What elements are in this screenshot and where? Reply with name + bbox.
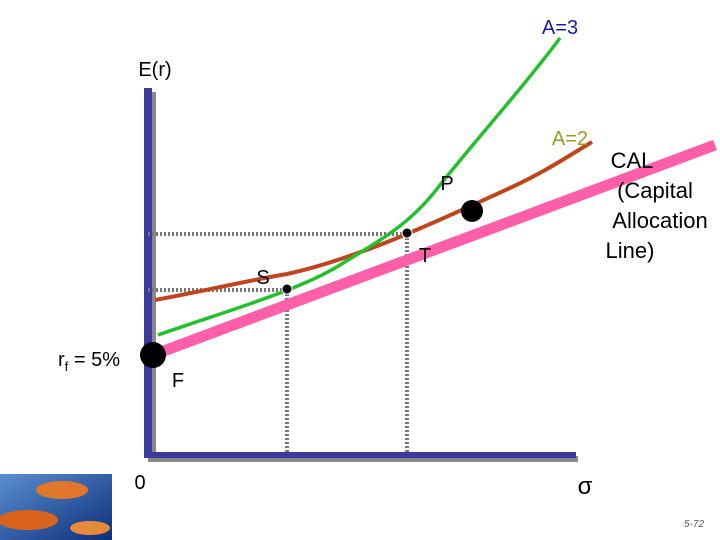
indifference-curve-a2 — [154, 140, 594, 302]
indifference-curve-a3 — [157, 36, 562, 337]
cal-label: CAL (Capital Allocation Line) — [606, 148, 708, 263]
point-t — [401, 227, 413, 239]
origin-label: 0 — [134, 472, 145, 494]
label-s: S — [256, 267, 269, 289]
axis-shadow — [148, 456, 578, 462]
label-a2: A=2 — [552, 128, 588, 150]
label-a3: A=3 — [542, 17, 578, 39]
label-f: F — [172, 370, 184, 392]
label-rf: rf = 5% — [58, 349, 120, 374]
rf-base: r — [58, 349, 65, 371]
cal-text: CAL — [611, 148, 654, 173]
guide-lines — [148, 232, 409, 454]
cal-line — [151, 139, 717, 361]
point-s — [281, 283, 293, 295]
page-number: 5-72 — [684, 519, 704, 530]
point-p — [461, 200, 483, 222]
y-axis — [144, 88, 152, 458]
cal-text: Line) — [606, 238, 655, 263]
x-axis-label: σ — [578, 473, 593, 500]
x-axis — [144, 452, 576, 458]
cal-text: (Capital — [617, 178, 693, 203]
y-axis-label: E(r) — [138, 59, 171, 81]
cal-text: Allocation — [612, 208, 707, 233]
point-f — [140, 342, 166, 368]
rf-rest: = 5% — [68, 349, 120, 371]
rf-sub: f — [65, 359, 69, 374]
logo-image — [0, 474, 112, 540]
label-p: P — [440, 173, 453, 195]
label-t: T — [419, 245, 431, 267]
